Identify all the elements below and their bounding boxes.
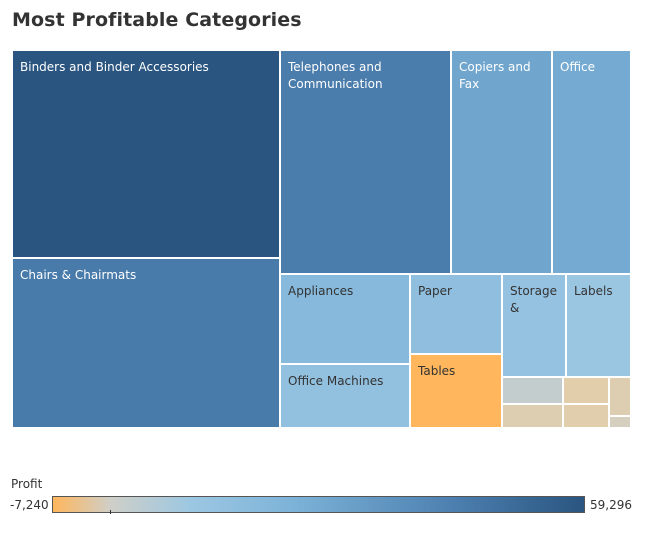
treemap-tile-binders[interactable]: Binders and Binder Accessories	[12, 50, 280, 258]
treemap-tile-chairs[interactable]: Chairs & Chairmats	[12, 258, 280, 428]
treemap-tile-small-6[interactable]	[609, 416, 631, 428]
treemap-tile-small-3[interactable]	[563, 377, 609, 404]
treemap-tile-storage[interactable]: Storage &	[502, 274, 566, 377]
treemap-tile-label: Labels	[574, 284, 613, 298]
treemap-tile-small-2[interactable]	[502, 404, 563, 428]
treemap-tile-label: Binders and Binder Accessories	[20, 60, 209, 74]
treemap-tile-label: Storage &	[510, 284, 557, 315]
treemap-tile-office-machines[interactable]: Office Machines	[280, 364, 410, 428]
treemap-tile-label: Telephones and Communication	[288, 60, 383, 91]
legend-min-label: -7,240	[10, 498, 49, 512]
treemap-tile-paper[interactable]: Paper	[410, 274, 502, 354]
legend-color-bar	[52, 496, 585, 513]
legend-max-label: 59,296	[590, 498, 632, 512]
treemap-tile-small-1[interactable]	[502, 377, 563, 404]
treemap-tile-office-furnishings[interactable]: Office	[552, 50, 631, 274]
legend-title: Profit	[11, 477, 43, 491]
treemap-tile-label: Tables	[418, 364, 456, 378]
treemap-tile-labels[interactable]: Labels	[566, 274, 631, 377]
treemap: Binders and Binder Accessories Chairs & C…	[12, 50, 631, 428]
treemap-tile-telephones[interactable]: Telephones and Communication	[280, 50, 451, 274]
treemap-tile-label: Appliances	[288, 284, 354, 298]
treemap-tile-label: Paper	[418, 284, 452, 298]
treemap-tile-label: Office Machines	[288, 374, 384, 388]
treemap-tile-appliances[interactable]: Appliances	[280, 274, 410, 364]
chart-title: Most Profitable Categories	[12, 9, 302, 31]
treemap-tile-small-4[interactable]	[563, 404, 609, 428]
treemap-tile-small-5[interactable]	[609, 377, 631, 416]
treemap-tile-label: Chairs & Chairmats	[20, 268, 137, 282]
treemap-tile-label: Copiers and Fax	[459, 60, 531, 91]
legend-zero-tick	[110, 510, 111, 514]
treemap-tile-copiers[interactable]: Copiers and Fax	[451, 50, 552, 274]
treemap-tile-label: Office	[560, 60, 596, 74]
treemap-tile-tables[interactable]: Tables	[410, 354, 502, 428]
